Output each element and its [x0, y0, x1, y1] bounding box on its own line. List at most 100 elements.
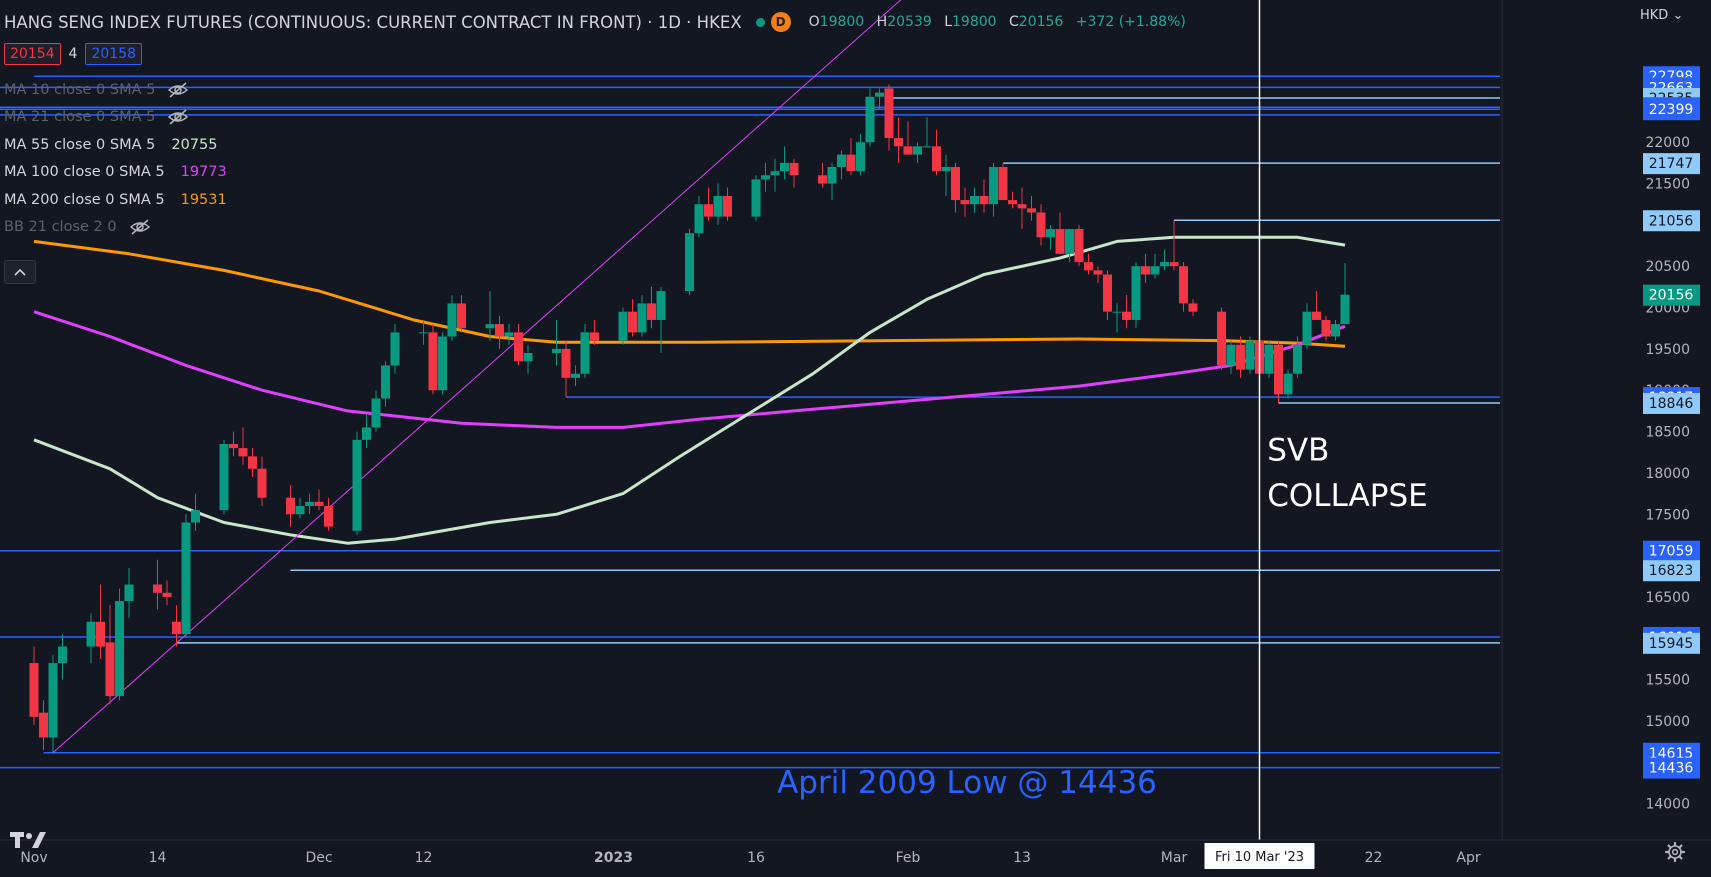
ohlc-legend: O19800 H20539 L19800 C20156 +372 (+1.88%… — [809, 14, 1186, 30]
candle-body — [590, 332, 599, 341]
candle-body — [352, 439, 362, 531]
candle-body — [618, 311, 628, 341]
candle — [694, 195, 704, 238]
price-tick-label: 17500 — [1645, 507, 1690, 523]
level-price-box[interactable] — [1643, 540, 1700, 562]
trendline[interactable] — [52, 0, 908, 754]
candle-body — [685, 233, 694, 292]
candle-body — [172, 621, 181, 635]
candle — [1283, 369, 1293, 399]
time-tick-label: 16 — [747, 850, 765, 866]
eye-crossed-icon[interactable] — [167, 82, 189, 98]
level-price-box[interactable] — [1643, 757, 1700, 779]
candle — [561, 340, 571, 398]
indicator-ma100[interactable]: MA 100 close 0 SMA 5 19773 — [4, 159, 227, 187]
candle-body — [1302, 311, 1312, 345]
candle-body — [894, 138, 903, 147]
eye-crossed-icon[interactable] — [167, 109, 189, 125]
sell-price-button[interactable]: 20154 — [4, 43, 61, 65]
candle — [390, 324, 400, 374]
candle-body — [628, 311, 637, 333]
candle — [181, 514, 191, 637]
indicator-value: 19531 — [180, 191, 227, 208]
candle — [1046, 224, 1055, 250]
indicator-ma200[interactable]: MA 200 close 0 SMA 5 19531 — [4, 186, 227, 214]
indicator-ma10[interactable]: MA 10 close 0 SMA 5 — [4, 76, 227, 104]
candle-body — [219, 443, 229, 511]
currency-selector[interactable]: HKD ⌄ — [1640, 8, 1683, 23]
level-price-box[interactable] — [1643, 210, 1700, 232]
candle — [219, 439, 229, 515]
symbol-title[interactable]: HANG SENG INDEX FUTURES (CONTINUOUS: CUR… — [4, 12, 742, 32]
current-price-box[interactable] — [1643, 284, 1700, 306]
candle-body — [1150, 266, 1160, 275]
candle-body — [780, 162, 789, 172]
candle — [457, 295, 466, 333]
indicator-ma55[interactable]: MA 55 close 0 SMA 5 20755 — [4, 131, 227, 159]
candle-body — [1065, 229, 1074, 254]
candle — [1036, 204, 1046, 246]
level-price-box[interactable] — [1643, 153, 1700, 175]
candle — [941, 154, 951, 196]
indicator-bb21[interactable]: BB 21 close 2 0 — [4, 214, 227, 242]
candle-body — [162, 592, 172, 597]
candle — [495, 315, 504, 349]
delayed-data-badge[interactable]: D — [770, 12, 791, 32]
candle — [1312, 291, 1321, 320]
level-price-box[interactable] — [1643, 560, 1700, 582]
eye-crossed-icon[interactable] — [129, 219, 151, 235]
candle-body — [913, 146, 922, 155]
level-price-box[interactable] — [1643, 632, 1700, 654]
level-price-label: 15945 — [1649, 636, 1694, 652]
gear-icon[interactable] — [1664, 841, 1686, 863]
market-status-icon[interactable] — [755, 17, 765, 27]
candle-body — [29, 663, 39, 717]
time-tick-label: Dec — [305, 850, 332, 866]
candle-body — [1027, 208, 1036, 213]
candle-body — [229, 443, 238, 449]
time-axis: Nov 14 Dec 12 2023 16 Feb 13 Mar 22 Apr — [0, 839, 1711, 866]
indicator-ma21[interactable]: MA 21 close 0 SMA 5 — [4, 104, 227, 132]
tradingview-logo-icon[interactable] — [10, 830, 48, 852]
crosshair: Fri 10 Mar '23 — [1204, 0, 1315, 869]
candle — [504, 324, 514, 345]
candle — [286, 485, 295, 527]
level-price-box[interactable] — [1643, 392, 1700, 414]
level-price-label: 14436 — [1649, 761, 1694, 777]
candle-body — [295, 505, 305, 515]
candle-body — [1188, 303, 1198, 312]
candle — [1008, 191, 1017, 209]
candle — [1217, 307, 1226, 370]
collapse-legend-button[interactable] — [4, 260, 36, 284]
level-price-label: 17059 — [1649, 544, 1694, 560]
candle-body — [846, 154, 856, 172]
buy-price-button[interactable]: 20158 — [85, 43, 143, 65]
candle-body — [105, 642, 115, 697]
candle-body — [552, 348, 561, 354]
chevron-down-icon: ⌄ — [1672, 8, 1684, 23]
candle — [172, 605, 181, 647]
candle-body — [856, 142, 865, 172]
level-price-box[interactable] — [1643, 99, 1700, 121]
candle — [827, 162, 837, 201]
candle-body — [827, 167, 837, 184]
candle — [39, 700, 48, 750]
time-tick-label: 13 — [1013, 850, 1031, 866]
candle-body — [153, 584, 162, 593]
current-price-label: 20156 — [1649, 288, 1694, 304]
candle-body — [723, 195, 732, 217]
candle — [48, 654, 58, 753]
candle-body — [1331, 324, 1340, 337]
indicator-label: BB 21 close 2 0 — [4, 219, 117, 236]
candle-body — [1103, 274, 1112, 312]
price-tick-label: 22000 — [1645, 135, 1690, 151]
candle — [1264, 340, 1274, 378]
candle — [1074, 224, 1084, 267]
candle — [894, 117, 903, 163]
candle — [124, 567, 134, 618]
candle — [514, 324, 523, 366]
candle-body — [447, 303, 457, 337]
candle — [846, 138, 856, 176]
candle — [1112, 303, 1122, 333]
